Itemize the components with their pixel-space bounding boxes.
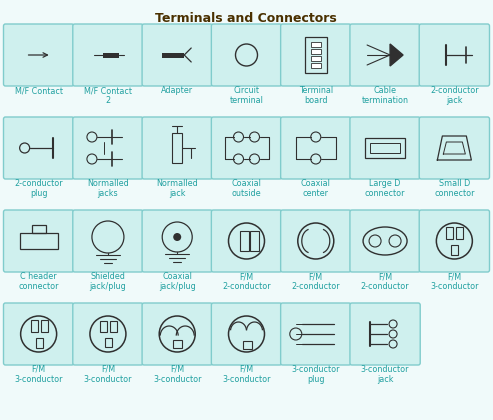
FancyBboxPatch shape	[419, 210, 490, 272]
FancyBboxPatch shape	[281, 303, 351, 365]
FancyBboxPatch shape	[142, 303, 212, 365]
Text: Normalled
jack: Normalled jack	[156, 179, 198, 198]
Bar	[370, 143, 400, 153]
Text: Shielded
jack/plug: Shielded jack/plug	[90, 272, 126, 291]
Text: Terminal
board: Terminal board	[299, 86, 333, 105]
Text: Cable
termination: Cable termination	[361, 86, 409, 105]
FancyBboxPatch shape	[281, 24, 351, 86]
FancyBboxPatch shape	[419, 24, 490, 86]
FancyBboxPatch shape	[281, 117, 351, 179]
Bar	[172, 133, 182, 163]
Text: Normalled
jacks: Normalled jacks	[87, 179, 129, 198]
Bar	[311, 42, 321, 47]
Text: C header
connector: C header connector	[18, 272, 59, 291]
Bar	[365, 138, 405, 158]
Text: 3-conductor
plug: 3-conductor plug	[291, 365, 340, 384]
Text: F/M
3-conductor: F/M 3-conductor	[222, 365, 271, 384]
Bar	[249, 231, 258, 251]
Bar	[31, 320, 37, 332]
FancyBboxPatch shape	[3, 303, 74, 365]
FancyBboxPatch shape	[350, 210, 420, 272]
Bar	[105, 338, 112, 347]
FancyBboxPatch shape	[3, 117, 74, 179]
Bar	[305, 37, 327, 73]
FancyBboxPatch shape	[73, 24, 143, 86]
Bar	[100, 321, 107, 332]
Bar	[457, 227, 463, 239]
Text: Coaxial
outside: Coaxial outside	[232, 179, 261, 198]
Text: Coaxial
center: Coaxial center	[301, 179, 331, 198]
FancyBboxPatch shape	[350, 24, 420, 86]
Bar	[240, 231, 248, 251]
Bar	[173, 340, 182, 348]
FancyBboxPatch shape	[211, 210, 282, 272]
Text: F/M
2-conductor: F/M 2-conductor	[291, 272, 340, 291]
Text: F/M
2-conductor: F/M 2-conductor	[361, 272, 409, 291]
Text: 2-conductor
plug: 2-conductor plug	[14, 179, 63, 198]
Bar	[311, 63, 321, 68]
FancyBboxPatch shape	[211, 303, 282, 365]
Bar	[162, 52, 184, 58]
Text: M/F Contact: M/F Contact	[15, 86, 63, 95]
Text: 2-conductor
jack: 2-conductor jack	[430, 86, 479, 105]
FancyBboxPatch shape	[142, 117, 212, 179]
Text: F/M
3-conductor: F/M 3-conductor	[14, 365, 63, 384]
Text: Coaxial
jack/plug: Coaxial jack/plug	[159, 272, 196, 291]
FancyBboxPatch shape	[73, 117, 143, 179]
Polygon shape	[390, 44, 403, 66]
FancyBboxPatch shape	[419, 117, 490, 179]
FancyBboxPatch shape	[281, 210, 351, 272]
FancyBboxPatch shape	[3, 210, 74, 272]
Bar	[35, 338, 42, 348]
Text: F/M
3-conductor: F/M 3-conductor	[153, 365, 202, 384]
Circle shape	[173, 233, 181, 241]
Bar	[311, 56, 321, 61]
FancyBboxPatch shape	[142, 210, 212, 272]
Bar	[32, 225, 46, 233]
FancyBboxPatch shape	[142, 24, 212, 86]
Text: Small D
connector: Small D connector	[434, 179, 475, 198]
FancyBboxPatch shape	[211, 117, 282, 179]
Bar	[243, 341, 251, 349]
Text: Adapter: Adapter	[161, 86, 193, 95]
FancyBboxPatch shape	[350, 117, 420, 179]
FancyBboxPatch shape	[73, 303, 143, 365]
FancyBboxPatch shape	[73, 210, 143, 272]
Bar	[446, 227, 454, 239]
Bar	[103, 52, 119, 58]
FancyBboxPatch shape	[3, 24, 74, 86]
Bar	[311, 49, 321, 54]
Bar	[20, 233, 58, 249]
Bar	[452, 245, 458, 255]
FancyBboxPatch shape	[211, 24, 282, 86]
Text: F/M
3-conductor: F/M 3-conductor	[430, 272, 479, 291]
Text: Terminals and Connectors: Terminals and Connectors	[155, 12, 337, 25]
Text: M/F Contact
2: M/F Contact 2	[84, 86, 132, 105]
Bar	[110, 321, 117, 332]
Text: Circuit
terminal: Circuit terminal	[230, 86, 263, 105]
Text: 3-conductor
jack: 3-conductor jack	[361, 365, 409, 384]
Text: F/M
2-conductor: F/M 2-conductor	[222, 272, 271, 291]
Text: F/M
3-conductor: F/M 3-conductor	[84, 365, 132, 384]
FancyBboxPatch shape	[350, 303, 420, 365]
Text: Large D
connector: Large D connector	[365, 179, 405, 198]
Bar	[40, 320, 48, 332]
